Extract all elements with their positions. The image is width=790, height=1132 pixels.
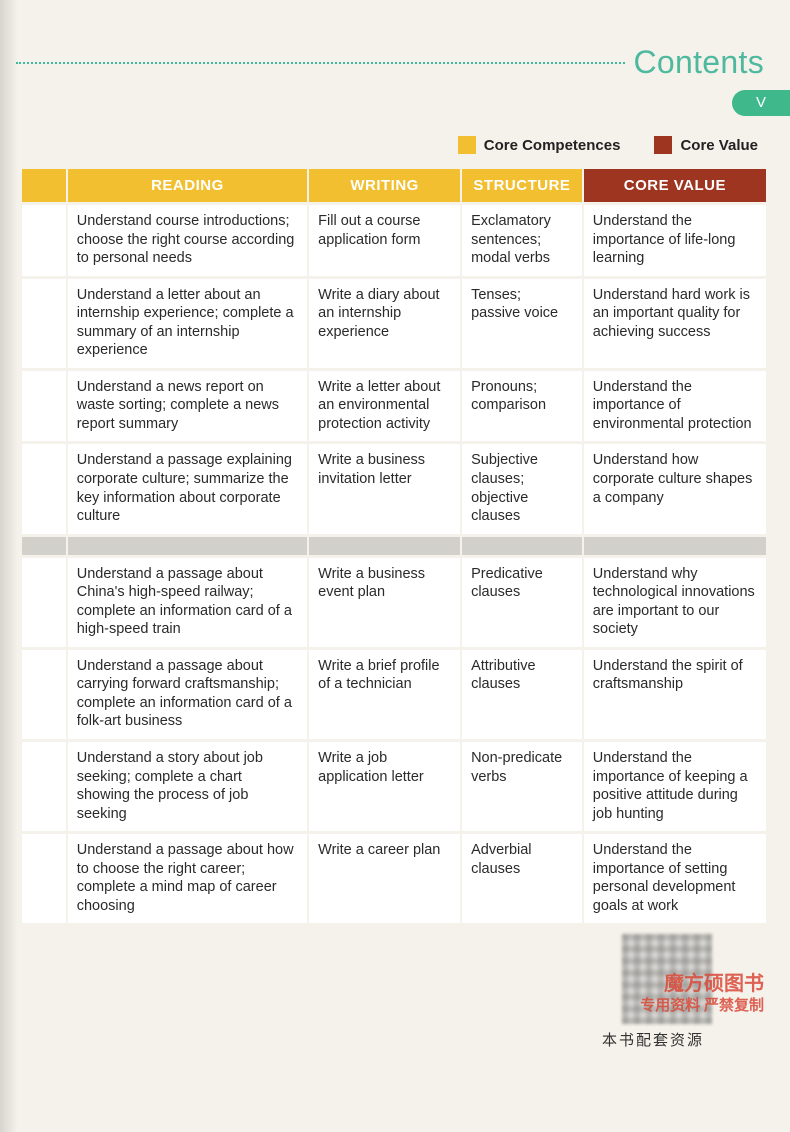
table-row: Understand a news report on waste sortin…: [22, 371, 766, 442]
legend-value-label: Core Value: [680, 137, 758, 154]
table-row: Understand course introductions; choose …: [22, 205, 766, 276]
legend-competences: Core Competences: [458, 136, 621, 154]
gap-cell: [68, 537, 307, 555]
page-shadow: [0, 0, 18, 1132]
cell-structure: Subjective clauses; objective clauses: [462, 444, 582, 533]
legend: Core Competences Core Value: [458, 136, 758, 154]
row-blank: [22, 371, 66, 442]
swatch-competences: [458, 136, 476, 154]
table-row: Understand a passage about carrying forw…: [22, 650, 766, 739]
cell-core_value: Understand the importance of life-long l…: [584, 205, 766, 276]
gap-cell: [22, 537, 66, 555]
gap-cell: [584, 537, 766, 555]
cell-core_value: Understand hard work is an important qua…: [584, 279, 766, 368]
row-blank: [22, 834, 66, 923]
row-blank: [22, 558, 66, 647]
page-title: Contents: [634, 44, 764, 81]
contents-table: READING WRITING STRUCTURE CORE VALUE Und…: [20, 166, 768, 926]
cell-structure: Exclamatory sentences; modal verbs: [462, 205, 582, 276]
cell-reading: Understand a passage about how to choose…: [68, 834, 307, 923]
cell-core_value: Understand why technological innovations…: [584, 558, 766, 647]
cell-structure: Non-predicate verbs: [462, 742, 582, 831]
watermark-line1: 魔方硕图书: [664, 973, 764, 995]
cell-reading: Understand a news report on waste sortin…: [68, 371, 307, 442]
header-structure: STRUCTURE: [462, 169, 582, 202]
cell-structure: Pronouns; comparison: [462, 371, 582, 442]
dotted-rule: [16, 62, 625, 65]
cell-writing: Write a career plan: [309, 834, 460, 923]
cell-reading: Understand a letter about an internship …: [68, 279, 307, 368]
cell-writing: Write a business invitation letter: [309, 444, 460, 533]
cell-writing: Write a diary about an internship experi…: [309, 279, 460, 368]
cell-core_value: Understand the importance of setting per…: [584, 834, 766, 923]
legend-value: Core Value: [654, 136, 758, 154]
cell-core_value: Understand the importance of keeping a p…: [584, 742, 766, 831]
table-row: Understand a passage about how to choose…: [22, 834, 766, 923]
cell-structure: Predicative clauses: [462, 558, 582, 647]
cell-reading: Understand course introductions; choose …: [68, 205, 307, 276]
row-blank: [22, 444, 66, 533]
header-reading: READING: [68, 169, 307, 202]
swatch-value: [654, 136, 672, 154]
table-row: Understand a letter about an internship …: [22, 279, 766, 368]
legend-competences-label: Core Competences: [484, 137, 621, 154]
footer-caption: 本书配套资源: [602, 1029, 704, 1050]
cell-writing: Write a business event plan: [309, 558, 460, 647]
table-row: Understand a passage explaining corporat…: [22, 444, 766, 533]
cell-writing: Fill out a course application form: [309, 205, 460, 276]
row-blank: [22, 205, 66, 276]
row-blank: [22, 279, 66, 368]
row-blank: [22, 742, 66, 831]
table-body: Understand course introductions; choose …: [22, 205, 766, 923]
cell-writing: Write a letter about an environmental pr…: [309, 371, 460, 442]
cell-core_value: Understand how corporate culture shapes …: [584, 444, 766, 533]
table-row: Understand a passage about China's high-…: [22, 558, 766, 647]
header-writing: WRITING: [309, 169, 460, 202]
cell-writing: Write a brief profile of a technician: [309, 650, 460, 739]
header-corevalue: CORE VALUE: [584, 169, 766, 202]
table-header-row: READING WRITING STRUCTURE CORE VALUE: [22, 169, 766, 202]
gap-cell: [462, 537, 582, 555]
cell-reading: Understand a passage about China's high-…: [68, 558, 307, 647]
table-row: Understand a story about job seeking; co…: [22, 742, 766, 831]
contents-page: Contents V Core Competences Core Value R…: [0, 0, 790, 48]
cell-structure: Tenses; passive voice: [462, 279, 582, 368]
cell-reading: Understand a story about job seeking; co…: [68, 742, 307, 831]
group-gap: [22, 537, 766, 555]
cell-reading: Understand a passage explaining corporat…: [68, 444, 307, 533]
header-blank: [22, 169, 66, 202]
cell-structure: Adverbial clauses: [462, 834, 582, 923]
contents-table-wrap: READING WRITING STRUCTURE CORE VALUE Und…: [20, 166, 768, 926]
cell-structure: Attributive clauses: [462, 650, 582, 739]
gap-cell: [309, 537, 460, 555]
row-blank: [22, 650, 66, 739]
watermark: 魔方硕图书 专用资料 严禁复制: [640, 971, 764, 1017]
page-marker: V: [732, 90, 790, 116]
cell-reading: Understand a passage about carrying forw…: [68, 650, 307, 739]
cell-core_value: Understand the spirit of craftsmanship: [584, 650, 766, 739]
cell-writing: Write a job application letter: [309, 742, 460, 831]
cell-core_value: Understand the importance of environment…: [584, 371, 766, 442]
watermark-line2: 专用资料 严禁复制: [640, 997, 764, 1017]
